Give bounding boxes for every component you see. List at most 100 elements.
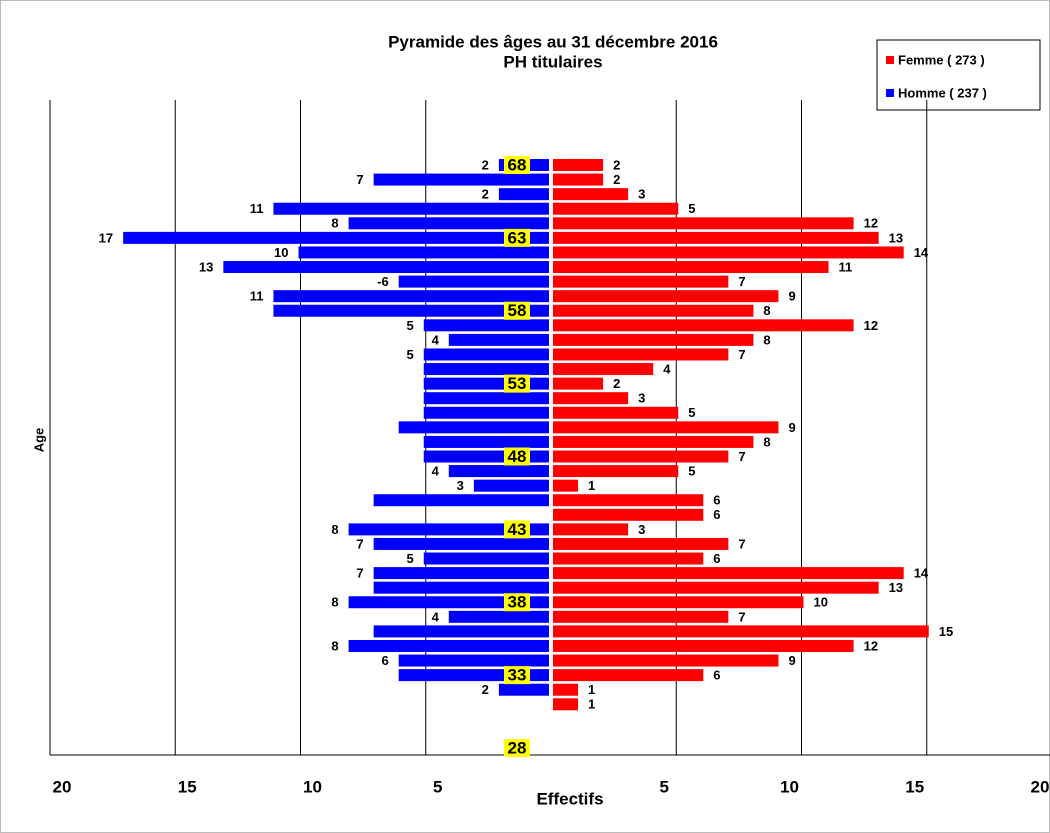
bar: [373, 173, 549, 186]
data-label: 12: [864, 216, 878, 231]
bar: [423, 319, 549, 332]
bar: [423, 435, 549, 448]
bar: [348, 596, 549, 609]
x-tick-label: 5: [660, 777, 669, 796]
data-label: 2: [482, 682, 489, 697]
data-label: 7: [356, 566, 363, 581]
data-label: 4: [663, 361, 671, 376]
bar: [398, 654, 549, 667]
data-label: 5: [407, 347, 414, 362]
data-label: 2: [613, 157, 620, 172]
bar: [273, 304, 549, 317]
data-label: 7: [738, 536, 745, 551]
bar: [553, 217, 854, 230]
bar: [223, 261, 549, 274]
x-tick-label: 15: [178, 777, 197, 796]
bar: [553, 261, 829, 274]
y-axis-label: Age: [31, 428, 46, 453]
age-label-bg: [504, 666, 530, 685]
age-label-bg: [504, 593, 530, 612]
data-label: 9: [788, 420, 795, 435]
data-label: 15: [939, 624, 953, 639]
bar: [553, 290, 779, 303]
bar: [553, 552, 704, 565]
data-label: 2: [482, 157, 489, 172]
bar: [553, 406, 679, 419]
bar: [553, 479, 579, 492]
data-label: 6: [381, 653, 388, 668]
data-label: 7: [356, 172, 363, 187]
data-label: 11: [250, 289, 264, 304]
data-label: 12: [864, 638, 878, 653]
age-label-bg: [504, 447, 530, 466]
bar: [373, 494, 549, 507]
bar: [498, 683, 549, 696]
data-label: 13: [889, 580, 903, 595]
bar: [553, 698, 579, 711]
data-label: 3: [638, 522, 645, 537]
data-label: 14: [914, 245, 929, 260]
data-label: 17: [99, 230, 113, 245]
data-label: 3: [457, 478, 464, 493]
data-label: 8: [763, 332, 770, 347]
data-label: 6: [713, 493, 720, 508]
data-label: 8: [763, 434, 770, 449]
data-label: 11: [839, 259, 853, 274]
y-tick-label: 28: [508, 738, 527, 757]
data-label: 8: [331, 522, 338, 537]
bar: [473, 479, 549, 492]
data-label: 1: [588, 478, 595, 493]
bar: [398, 421, 549, 434]
bar: [553, 363, 654, 376]
bar: [553, 246, 904, 259]
bar: [553, 333, 754, 346]
data-label: -6: [377, 274, 389, 289]
bar: [553, 537, 729, 550]
bar: [553, 304, 754, 317]
y-tick-label: 48: [508, 447, 527, 466]
bar: [298, 246, 549, 259]
bar: [498, 188, 549, 201]
age-label-bg: [504, 374, 530, 393]
bar: [553, 319, 854, 332]
age-label-bg: [504, 301, 530, 320]
bar: [373, 537, 549, 550]
data-label: 9: [788, 289, 795, 304]
x-tick-label: 5: [433, 777, 442, 796]
data-label: 1: [588, 682, 595, 697]
data-label: 2: [613, 376, 620, 391]
bar: [553, 625, 929, 638]
x-axis-label: Effectifs: [536, 789, 603, 808]
bar: [553, 450, 729, 463]
bar: [273, 202, 549, 215]
bar: [373, 581, 549, 594]
data-label: 4: [432, 609, 440, 624]
data-label: 3: [638, 187, 645, 202]
data-label: 13: [199, 259, 213, 274]
y-tick-label: 63: [508, 228, 527, 247]
bar: [553, 669, 704, 682]
data-label: 10: [814, 595, 828, 610]
data-label: 7: [356, 536, 363, 551]
data-label: 5: [407, 551, 414, 566]
legend-label: Femme ( 273 ): [898, 52, 985, 67]
bar: [348, 639, 549, 652]
bar: [553, 377, 604, 390]
data-label: 8: [331, 216, 338, 231]
bar: [123, 231, 550, 244]
bar: [553, 392, 629, 405]
bar: [448, 610, 549, 623]
chart-title: Pyramide des âges au 31 décembre 2016: [388, 32, 718, 51]
x-tick-label: 15: [905, 777, 924, 796]
bar: [553, 654, 779, 667]
age-label-bg: [504, 739, 530, 757]
data-label: 7: [738, 347, 745, 362]
bar: [553, 581, 879, 594]
bar: [423, 450, 549, 463]
data-label: 7: [738, 609, 745, 624]
chart-subtitle: PH titulaires: [503, 52, 602, 71]
legend-swatch: [886, 56, 894, 64]
bar: [348, 523, 549, 536]
bar: [553, 173, 604, 186]
